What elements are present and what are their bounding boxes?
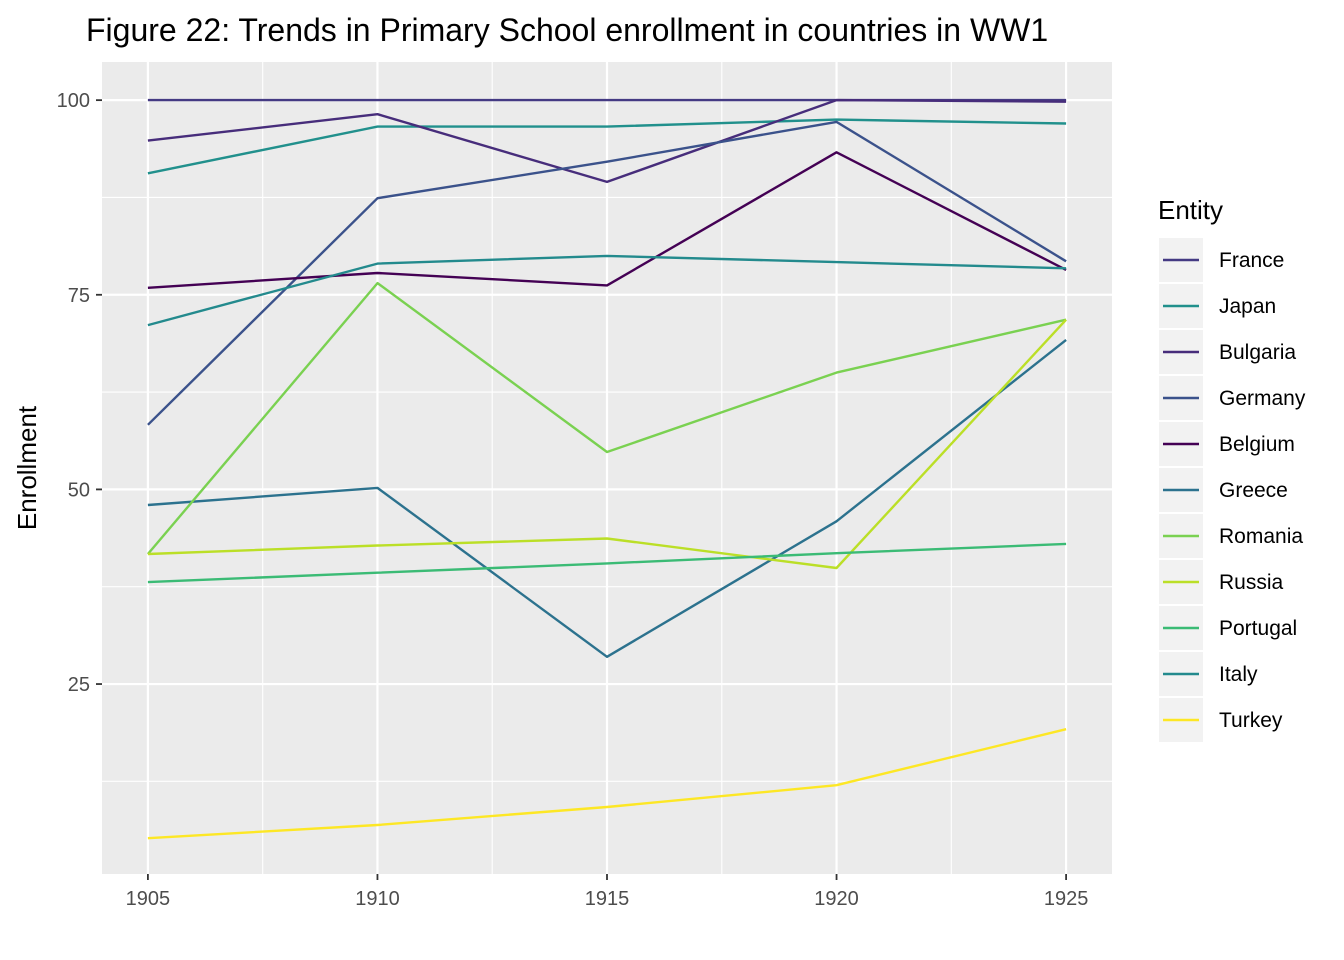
chart-title: Figure 22: Trends in Primary School enro…: [86, 12, 1048, 48]
legend-item-romania: Romania: [1159, 514, 1303, 558]
legend-label: Russia: [1219, 571, 1284, 594]
x-axis: 1905 1910 1915 1920 1925: [126, 874, 1089, 910]
x-tick-label: 1925: [1044, 888, 1089, 910]
legend-item-belgium: Belgium: [1159, 422, 1295, 466]
series-line-romania: [146, 281, 1067, 555]
legend-item-turkey: Turkey: [1159, 698, 1283, 742]
series-line-bulgaria: [147, 98, 1067, 184]
series-line-greece: [147, 338, 1067, 658]
legend-item-russia: Russia: [1159, 560, 1284, 604]
legend-items: France Japan Bulgaria Germany Belgium Greece R…: [1159, 238, 1306, 742]
legend-label: Turkey: [1219, 709, 1283, 732]
legend-label: Greece: [1219, 479, 1288, 502]
major-gridlines: [102, 62, 1112, 874]
series-line-germany: [147, 120, 1067, 426]
series-line-belgium: [147, 151, 1067, 289]
series-line-japan: [147, 118, 1067, 175]
legend-item-greece: Greece: [1159, 468, 1288, 512]
y-tick-label: 100: [57, 90, 90, 112]
legend-label: Romania: [1219, 525, 1303, 548]
legend-item-japan: Japan: [1159, 284, 1276, 328]
series-line-turkey: [147, 728, 1067, 840]
legend: Entity France Japan Bulgaria Germany Belgium…: [1158, 195, 1306, 742]
legend-item-italy: Italy: [1159, 652, 1258, 696]
y-tick-label: 75: [68, 285, 90, 307]
legend-item-france: France: [1159, 238, 1284, 282]
x-tick-label: 1920: [814, 888, 859, 910]
legend-label: Bulgaria: [1219, 341, 1296, 364]
x-tick-label: 1915: [585, 888, 630, 910]
legend-label: Portugal: [1219, 617, 1297, 640]
y-tick-label: 25: [68, 674, 90, 696]
legend-item-bulgaria: Bulgaria: [1159, 330, 1296, 374]
legend-label: Japan: [1219, 295, 1276, 318]
series-line-italy: [147, 254, 1067, 327]
legend-label: Italy: [1219, 663, 1258, 686]
x-tick-label: 1905: [126, 888, 171, 910]
series-lines: [146, 98, 1067, 840]
y-axis: 25 50 75 100: [57, 90, 102, 696]
legend-item-portugal: Portugal: [1159, 606, 1297, 650]
legend-label: France: [1219, 249, 1284, 272]
legend-label: Germany: [1219, 387, 1306, 410]
legend-label: Belgium: [1219, 433, 1295, 456]
y-tick-label: 50: [68, 479, 90, 501]
x-tick-label: 1910: [355, 888, 400, 910]
series-line-portugal: [147, 542, 1067, 584]
series-line-russia: [147, 318, 1067, 570]
y-axis-title: Enrollment: [12, 405, 42, 530]
legend-item-germany: Germany: [1159, 376, 1306, 420]
legend-title: Entity: [1158, 195, 1223, 225]
